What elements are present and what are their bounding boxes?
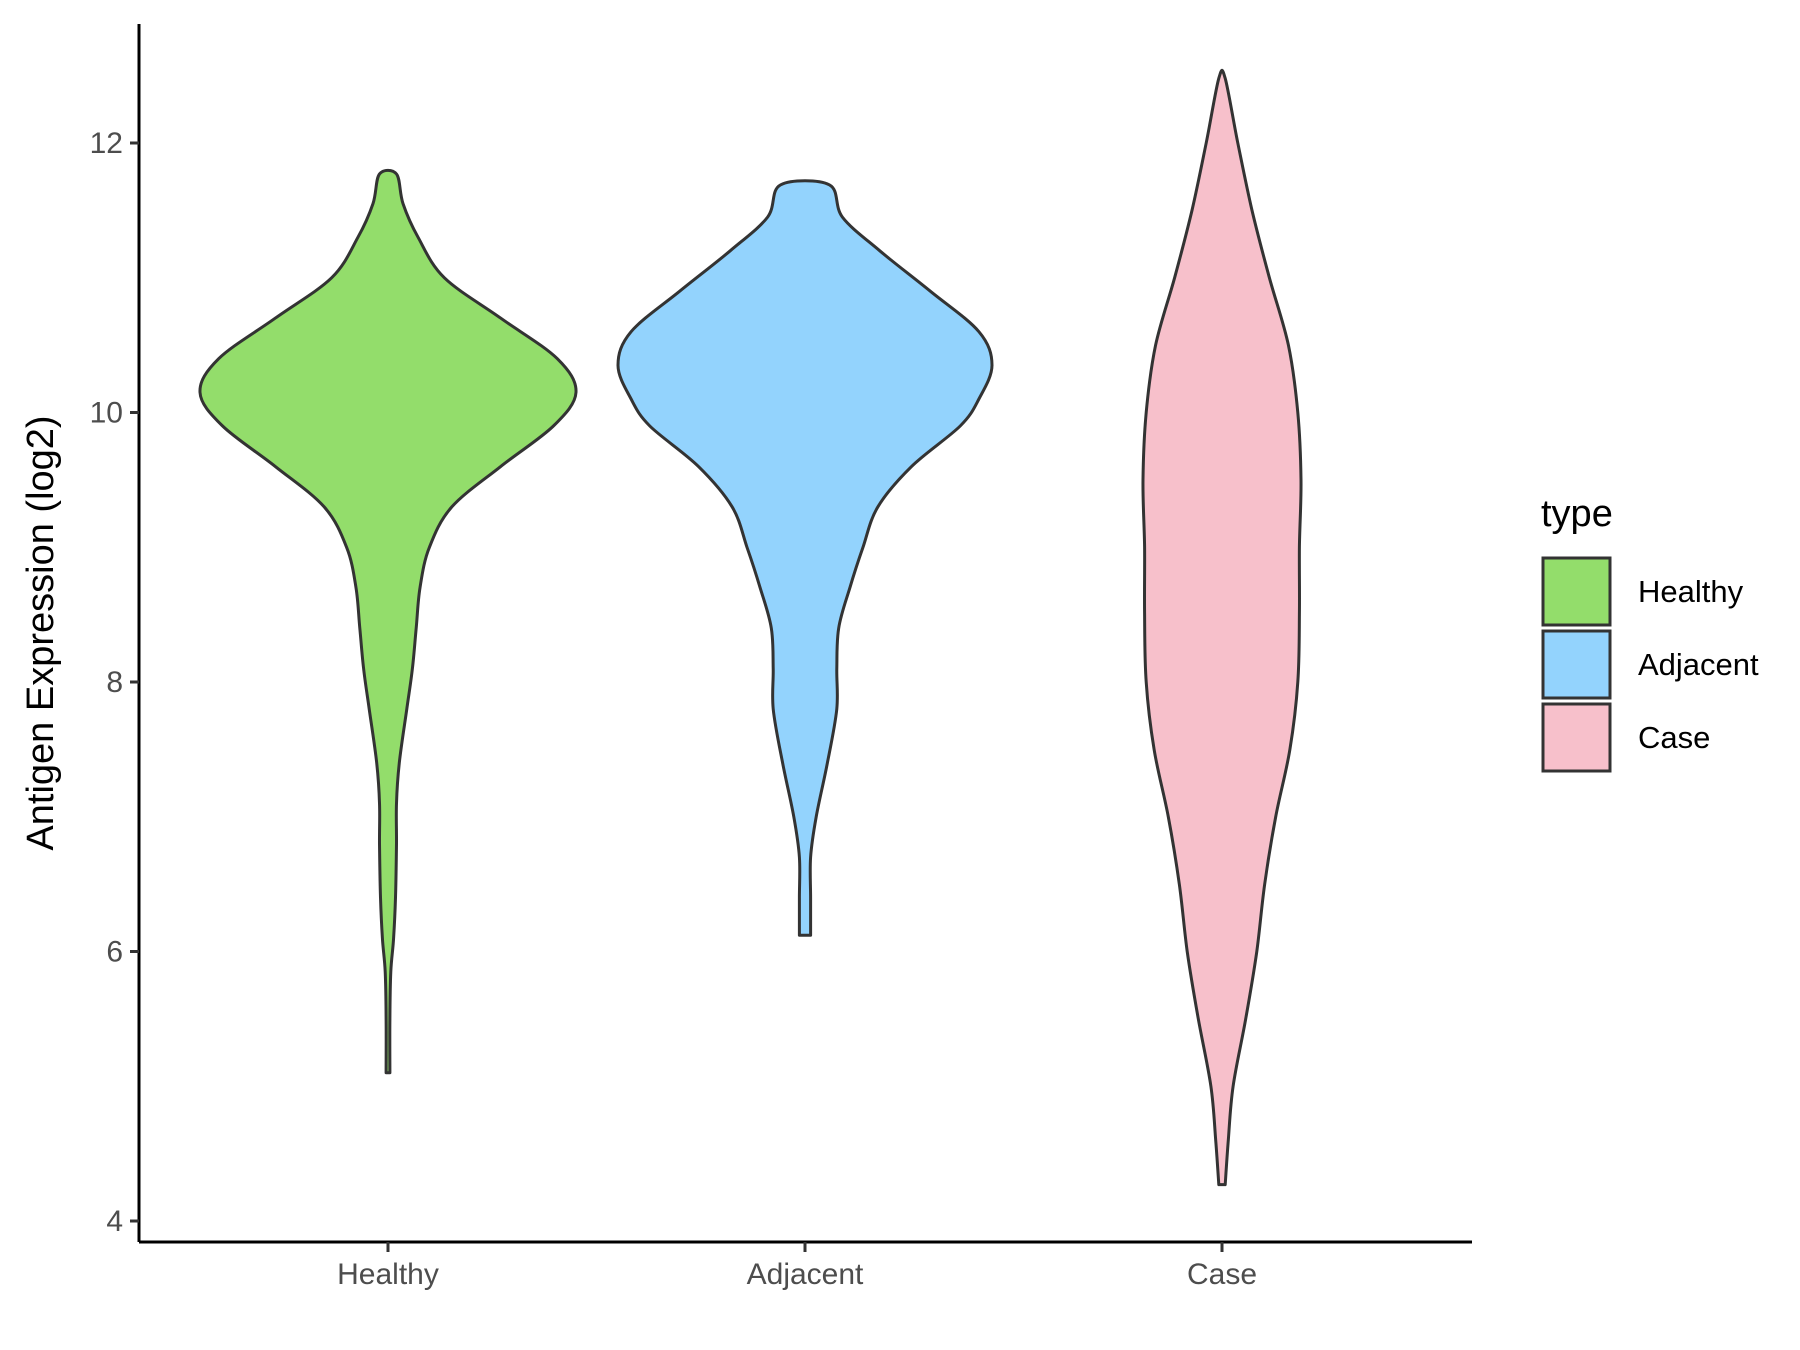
y-tick-label: 4 [106,1205,123,1238]
x-tick-label: Case [1187,1258,1257,1291]
legend-label-case: Case [1638,720,1710,755]
legend: type Healthy Adjacent Case [1541,493,1759,773]
y-tick-label: 10 [90,397,123,430]
legend-swatch-healthy [1541,556,1612,627]
x-tick-label: Adjacent [747,1258,864,1291]
violin-case [1141,68,1303,1187]
violin-adjacent [616,179,994,937]
legend-entries: Healthy Adjacent Case [1541,556,1759,773]
y-tick-label: 12 [90,127,123,160]
y-axis-title: Antigen Expression (log2) [20,415,62,850]
legend-swatch-case [1541,702,1612,773]
plot-area [198,68,1303,1187]
legend-label-adjacent: Adjacent [1638,647,1759,682]
y-tick-label: 6 [106,936,123,969]
violin-healthy [198,168,578,1075]
legend-swatch-adjacent [1541,629,1612,700]
legend-title: type [1541,493,1613,535]
x-tick-label: Healthy [337,1258,439,1291]
legend-label-healthy: Healthy [1638,574,1744,609]
x-ticks: Healthy Adjacent Case [337,1242,1257,1291]
y-tick-label: 8 [106,666,123,699]
y-ticks: 4 6 8 10 12 [90,127,139,1238]
